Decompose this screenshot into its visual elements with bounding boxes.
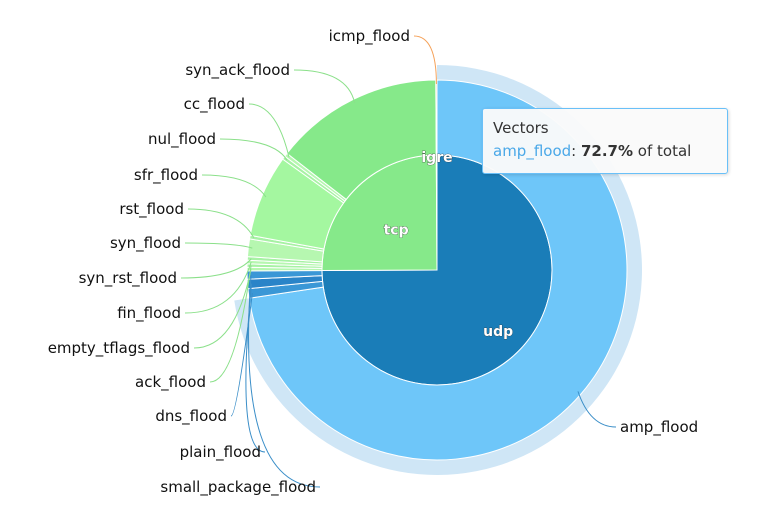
leader-line-cc_flood (248, 103, 290, 158)
tooltip-title: Vectors (493, 119, 549, 137)
inner-label-igre: igre (421, 150, 452, 166)
leader-line-syn_ack_flood (293, 69, 356, 104)
slice-label-ack_flood: ack_flood (135, 373, 206, 392)
slice-label-syn_flood: syn_flood (110, 234, 181, 253)
tooltip-line: amp_flood: 72.7% of total (493, 142, 692, 160)
leader-line-rst_flood (187, 208, 255, 239)
slice-label-cc_flood: cc_flood (184, 95, 245, 114)
leader-line-empty_tflags_flood (193, 269, 252, 349)
leader-line-syn_flood (184, 242, 253, 249)
slice-label-dns_flood: dns_flood (155, 407, 227, 426)
leader-line-amp_flood (577, 391, 617, 428)
slice-label-plain_flood: plain_flood (180, 443, 261, 462)
inner-label-udp: udp (483, 324, 513, 340)
leader-line-icmp_flood (413, 35, 437, 85)
slice-label-nul_flood: nul_flood (148, 130, 216, 149)
outer-slice-amp_flood[interactable] (248, 79, 628, 461)
leader-line-small_package_flood (248, 274, 321, 488)
slice-label-small_package_flood: small_package_flood (160, 478, 316, 497)
leader-line-fin_flood (184, 261, 252, 314)
leader-line-nul_flood (219, 138, 288, 161)
inner-label-tcp: tcp (384, 223, 409, 239)
slice-label-syn_ack_flood: syn_ack_flood (185, 61, 290, 80)
slice-label-empty_tflags_flood: empty_tflags_flood (48, 339, 190, 358)
leader-line-ack_flood (209, 265, 252, 383)
leader-line-syn_rst_flood (180, 258, 252, 279)
slice-label-rst_flood: rst_flood (119, 200, 184, 219)
outer-slice-icmp_flood[interactable] (435, 79, 438, 156)
slice-label-syn_rst_flood: syn_rst_flood (79, 269, 177, 288)
tooltip-value: 72.7% (580, 142, 634, 160)
slice-label-icmp_flood: icmp_flood (329, 27, 410, 46)
leader-line-sfr_flood (201, 174, 267, 198)
tooltip-series-name: amp_flood (493, 142, 572, 160)
slice-label-sfr_flood: sfr_flood (134, 166, 198, 185)
tooltip-suffix: of total (633, 142, 692, 160)
slice-label-amp_flood: amp_flood (620, 418, 698, 437)
chart-tooltip: Vectors amp_flood: 72.7% of total (482, 108, 728, 174)
slice-label-fin_flood: fin_flood (117, 304, 181, 323)
